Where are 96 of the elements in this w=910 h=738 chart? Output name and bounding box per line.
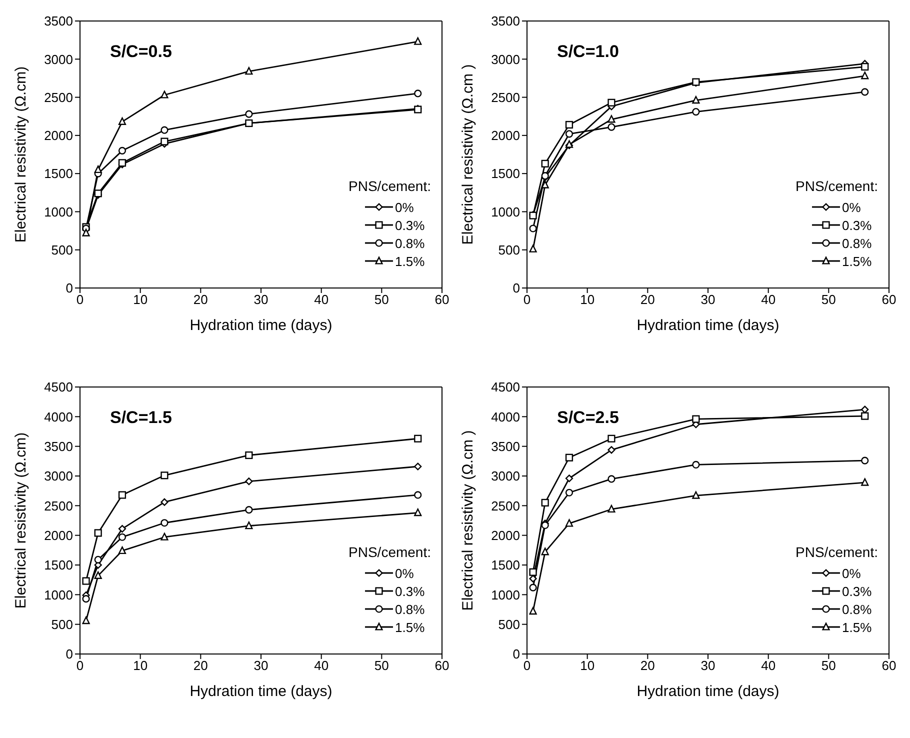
y-tick-label: 3500 bbox=[44, 438, 73, 454]
y-tick-label: 1500 bbox=[44, 558, 73, 573]
y-tick-label: 3000 bbox=[491, 52, 520, 67]
y-tick-label: 3500 bbox=[491, 438, 520, 454]
x-tick-label: 30 bbox=[700, 658, 716, 674]
legend-label: 0.3% bbox=[395, 584, 426, 598]
x-axis-title: Hydration time (days) bbox=[190, 683, 332, 700]
y-tick-label: 2000 bbox=[491, 528, 520, 543]
x-tick-label: 60 bbox=[434, 292, 450, 308]
x-tick-label: 20 bbox=[640, 658, 655, 674]
y-tick-label: 2500 bbox=[491, 498, 520, 514]
x-tick-label: 50 bbox=[374, 658, 389, 674]
legend-label: 0% bbox=[395, 200, 415, 214]
x-tick-label: 0 bbox=[76, 658, 84, 674]
x-tick-label: 30 bbox=[254, 658, 268, 674]
y-tick-label: 1000 bbox=[44, 587, 73, 602]
x-tick-label: 60 bbox=[882, 292, 896, 308]
y-tick-label: 3000 bbox=[44, 468, 73, 484]
text: S/C=1.0 bbox=[557, 42, 619, 62]
legend-title: PNS/cement: bbox=[796, 178, 878, 194]
legend-label: 0% bbox=[842, 200, 862, 214]
legend-label: 0.3% bbox=[395, 218, 426, 232]
y-tick-label: 1500 bbox=[491, 166, 520, 182]
legend-label: 1.5% bbox=[842, 620, 873, 634]
y-tick-label: 1000 bbox=[44, 204, 73, 220]
text: S/C=0.5 bbox=[110, 42, 172, 62]
x-tick-label: 40 bbox=[314, 658, 329, 674]
x-tick-label: 50 bbox=[821, 658, 836, 674]
y-tick-label: 500 bbox=[51, 242, 73, 258]
x-tick-label: 0 bbox=[523, 658, 531, 674]
x-tick-label: 20 bbox=[193, 658, 208, 674]
x-tick-label: 0 bbox=[76, 292, 84, 308]
y-tick-label: 4500 bbox=[44, 380, 73, 395]
x-tick-label: 60 bbox=[882, 658, 896, 674]
y-tick-label: 3500 bbox=[491, 14, 520, 29]
legend-title: PNS/cement: bbox=[348, 544, 431, 560]
y-tick-label: 4500 bbox=[491, 380, 520, 395]
x-axis-title: Hydration time (days) bbox=[636, 317, 780, 334]
legend-label: 1.5% bbox=[395, 254, 426, 268]
x-tick-label: 10 bbox=[580, 292, 595, 308]
legend-label: 0% bbox=[842, 566, 862, 580]
legend-title: PNS/cement: bbox=[348, 178, 431, 194]
legend-label: 0.8% bbox=[395, 602, 426, 616]
y-tick-label: 4000 bbox=[44, 409, 73, 424]
y-tick-label: 1500 bbox=[491, 558, 520, 573]
y-tick-label: 4000 bbox=[491, 409, 520, 424]
x-tick-label: 60 bbox=[434, 658, 450, 674]
x-tick-label: 30 bbox=[700, 292, 716, 308]
y-tick-label: 0 bbox=[512, 646, 520, 662]
y-tick-label: 2500 bbox=[44, 498, 73, 514]
y-tick-label: 2500 bbox=[491, 90, 520, 105]
y-tick-label: 0 bbox=[512, 280, 520, 296]
y-tick-label: 2000 bbox=[44, 528, 73, 543]
text: S/C=2.5 bbox=[557, 408, 619, 428]
x-tick-label: 40 bbox=[761, 658, 776, 674]
y-tick-label: 2000 bbox=[44, 128, 73, 144]
x-tick-label: 20 bbox=[193, 292, 208, 308]
y-tick-label: 3000 bbox=[44, 52, 73, 67]
y-tick-label: 500 bbox=[51, 616, 73, 632]
x-axis-title: Hydration time (days) bbox=[636, 683, 780, 700]
y-tick-label: 2000 bbox=[491, 128, 520, 144]
legend-label: 1.5% bbox=[842, 254, 873, 268]
y-tick-label: 3500 bbox=[44, 14, 73, 29]
x-tick-label: 10 bbox=[133, 658, 148, 674]
y-tick-label: 0 bbox=[66, 280, 73, 296]
x-tick-label: 50 bbox=[821, 292, 836, 308]
y-tick-label: 3000 bbox=[491, 468, 520, 484]
legend-title: PNS/cement: bbox=[796, 544, 878, 560]
y-axis-title: Electrical resistivity (Ω.cm) bbox=[12, 66, 30, 243]
y-axis-title: Electrical resistivity (Ω.cm ) bbox=[459, 430, 476, 611]
x-tick-label: 10 bbox=[580, 658, 595, 674]
legend-label: 0% bbox=[395, 566, 415, 580]
y-tick-label: 500 bbox=[498, 616, 520, 632]
x-tick-label: 0 bbox=[523, 292, 531, 308]
text: S/C=1.5 bbox=[110, 408, 172, 428]
legend-label: 0.3% bbox=[842, 584, 873, 598]
y-tick-label: 1500 bbox=[44, 166, 73, 182]
y-tick-label: 500 bbox=[498, 242, 520, 258]
y-tick-label: 1000 bbox=[491, 587, 520, 602]
x-tick-label: 40 bbox=[314, 292, 329, 308]
x-tick-label: 30 bbox=[254, 292, 268, 308]
legend-label: 0.8% bbox=[395, 236, 426, 250]
y-axis-title: Electrical resistivity (Ω.cm) bbox=[12, 432, 30, 609]
y-tick-label: 1000 bbox=[491, 204, 520, 220]
x-axis-title: Hydration time (days) bbox=[190, 317, 332, 334]
legend-label: 0.3% bbox=[842, 218, 873, 232]
x-tick-label: 40 bbox=[761, 292, 776, 308]
legend-label: 0.8% bbox=[842, 236, 873, 250]
x-tick-label: 50 bbox=[374, 292, 389, 308]
x-tick-label: 10 bbox=[133, 292, 148, 308]
x-tick-label: 20 bbox=[640, 292, 655, 308]
y-tick-label: 0 bbox=[66, 646, 73, 662]
y-axis-title: Electrical resistivity (Ω.cm ) bbox=[459, 64, 476, 245]
legend-label: 1.5% bbox=[395, 620, 426, 634]
y-tick-label: 2500 bbox=[44, 90, 73, 105]
legend-label: 0.8% bbox=[842, 602, 873, 616]
